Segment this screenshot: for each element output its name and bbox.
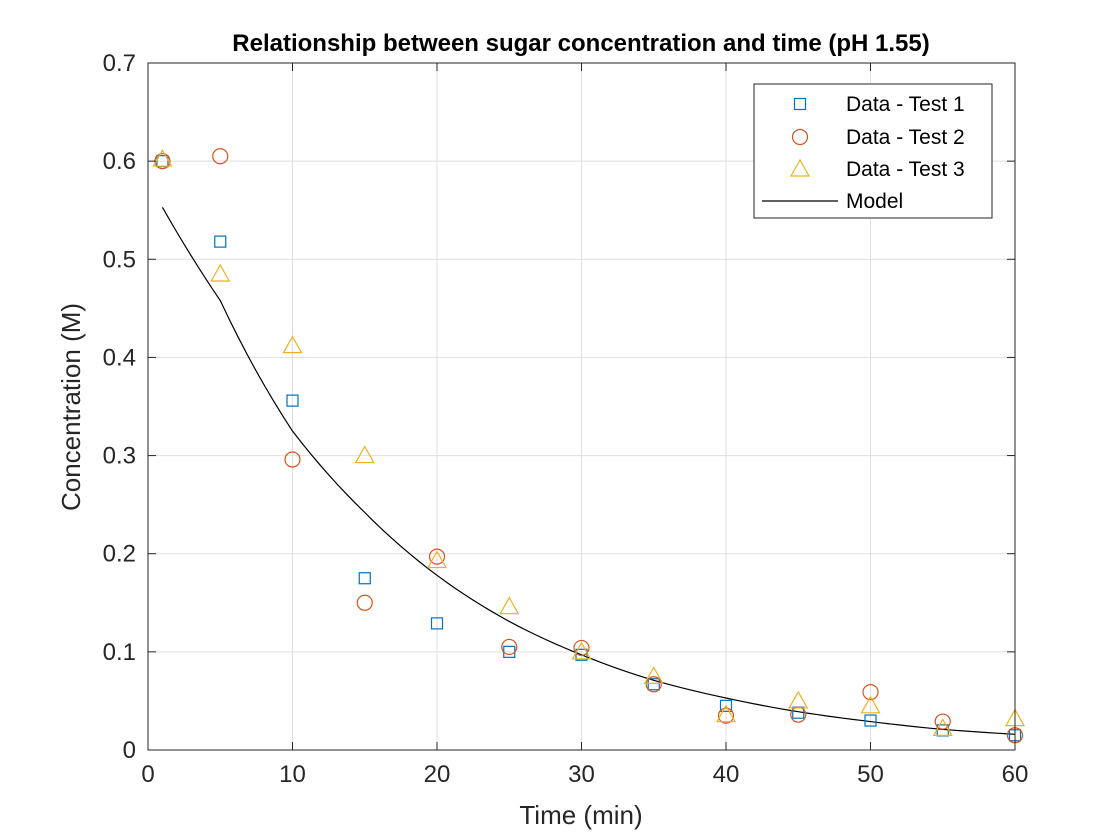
x-tick-label: 20 [424,761,451,788]
data-point-test-2 [356,594,373,611]
x-tick-label: 10 [279,761,306,788]
x-axis-label: Time (min) [519,800,642,830]
data-point-test-3 [152,148,173,167]
model-layer [161,206,1016,735]
legend-label: Data - Test 3 [846,158,965,181]
data-point-test-2 [790,706,807,723]
legend-item: Data - Test 3 [789,158,965,181]
x-tick-label: 50 [857,761,884,788]
data-point-test-3 [932,718,953,737]
y-tick-label: 0 [123,737,136,764]
data-point-test-1 [430,617,444,630]
y-axis-label: Concentration (M) [56,303,86,511]
legend: Data - Test 1 Data - Test 2 Data - Test 3 M… [753,83,993,219]
data-point-test-2 [501,638,518,656]
data-point-test-3 [499,596,520,615]
markers [152,148,1026,744]
x-tick-label: 40 [713,761,740,788]
y-tick-label: 0.4 [103,344,136,371]
data-point-test-2 [212,148,229,165]
series-line-model [161,206,1016,735]
data-point-test-3 [788,690,809,709]
x-tick-label: 30 [568,761,595,788]
data-point-test-3 [715,704,737,723]
data-point-test-2 [934,713,951,730]
data-point-test-1 [864,714,877,727]
axis-ticks: 0 10 20 30 40 50 60 0 0.1 0.2 0.3 0.4 0.5 0.6 0.7 [103,50,1029,788]
data-point-test-2 [573,639,590,657]
y-tick-label: 0.6 [103,148,136,175]
legend-box [753,83,993,219]
legend-item: Model [762,190,903,213]
legend-marker-swatch [789,158,811,177]
legend-item: Data - Test 1 [793,93,965,116]
x-tick-label: 0 [141,761,154,788]
data-point-test-3 [643,666,664,684]
y-tick-label: 0.2 [103,541,136,568]
legend-marker-swatch [791,128,809,146]
y-tick-label: 0.3 [103,443,136,470]
x-tick-label: 60 [1002,761,1029,788]
y-tick-label: 0.7 [103,50,136,77]
chart-title: Relationship between sugar concentration… [232,30,929,57]
data-point-test-1 [647,678,660,691]
y-tick-label: 0.5 [103,246,136,273]
data-point-test-2 [862,683,879,701]
data-point-test-2 [645,676,662,693]
data-point-test-3 [354,445,375,464]
legend-item: Data - Test 2 [791,126,965,149]
legend-label: Data - Test 1 [846,93,965,116]
data-point-test-1 [286,394,299,407]
legend-label: Model [846,190,903,213]
data-point-test-3 [210,263,231,282]
data-point-test-1 [575,648,588,661]
data-point-test-3 [282,335,303,354]
data-point-test-2 [428,548,446,565]
data-point-test-3 [426,550,448,569]
legend-label: Data - Test 2 [846,126,965,149]
data-point-test-1 [358,572,371,585]
y-tick-label: 0.1 [103,639,136,666]
data-point-test-3 [860,695,881,714]
data-point-test-1 [719,699,733,712]
data-point-test-2 [717,707,735,724]
legend-marker-swatch [793,97,807,111]
data-point-test-3 [571,641,592,660]
data-point-test-2 [284,451,301,468]
data-point-test-1 [214,235,227,248]
